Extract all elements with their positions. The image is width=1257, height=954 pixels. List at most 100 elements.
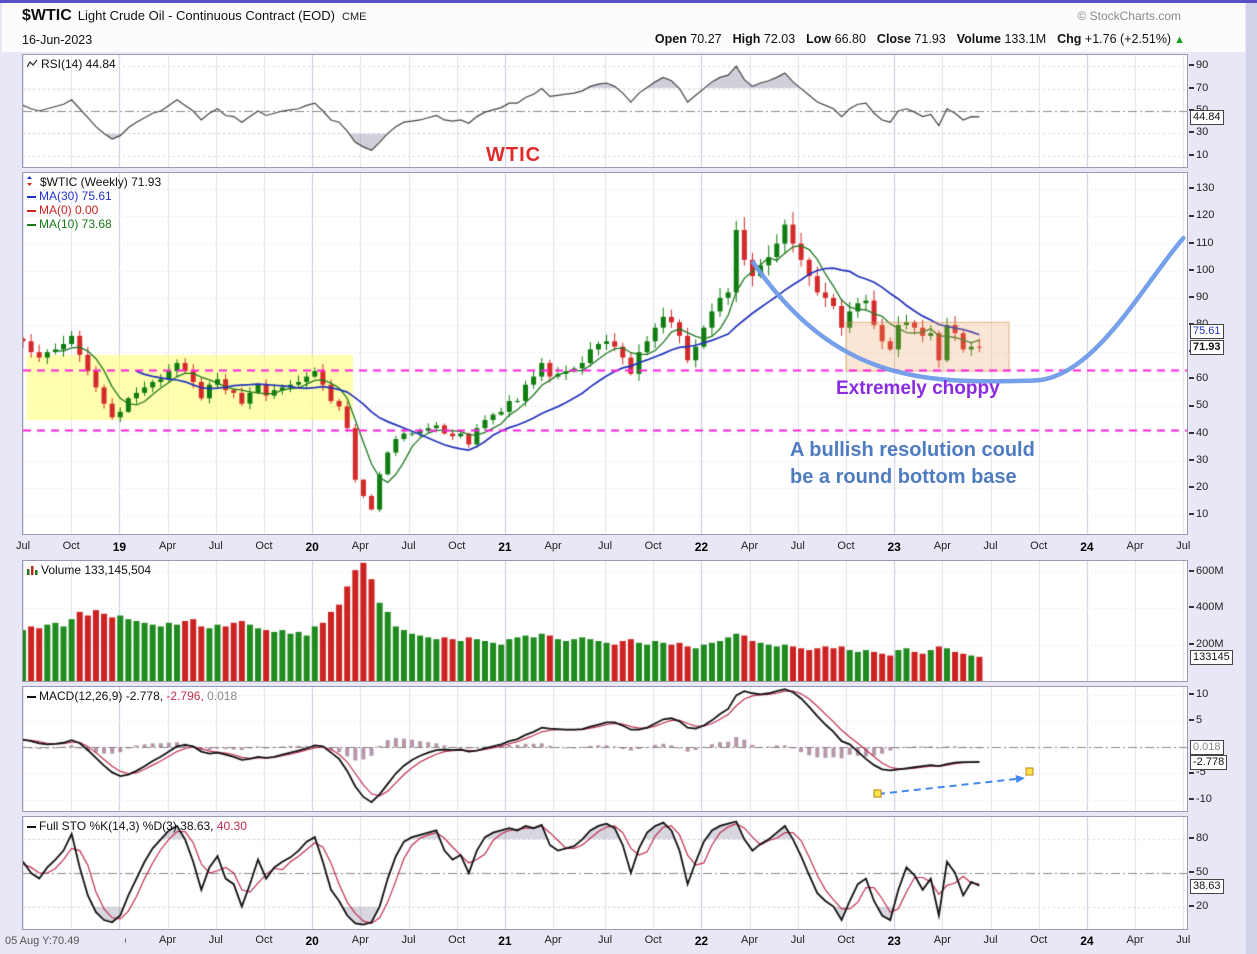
x-axis-bottom: JulOct19AprJulOct20AprJulOct21AprJulOct2… [0,931,1245,951]
price-legend: $WTIC (Weekly) 71.93 MA(30) 75.61 MA(0) … [27,175,161,231]
rsi-legend-label: RSI(14) 44.84 [41,57,116,71]
axis-label: 90 [1189,59,1208,71]
axis-label: 600M [1189,565,1224,577]
axis-label: 20 [1189,481,1208,493]
line-chart-icon [26,58,38,72]
ma0-line-swatch [27,209,36,212]
chart-date: 16-Jun-2023 [22,33,93,47]
bar-chart-icon [27,564,38,578]
axis-label: 110 [1189,237,1214,249]
month-label: Apr [933,540,951,552]
month-label: 22 [694,540,709,554]
volume-canvas[interactable] [23,561,1187,681]
macd-legend: MACD(12,26,9) -2.778, -2.796, 0.018 [27,689,237,703]
axis-label: 10 [1189,508,1208,520]
quote-label: Volume [956,32,1001,46]
bullish-line2: be a round bottom base [790,466,1017,488]
sto-d-value: 40.30 [216,819,247,833]
quote-value: 66.80 [831,32,866,46]
sto-line-swatch [27,825,36,828]
month-label: 20 [305,540,319,554]
quote-label: High [732,32,761,46]
quote-value: 72.03 [760,32,796,46]
axis-label: 10 [1189,149,1208,161]
sto-k-value: 38.63, [180,819,214,833]
quote-label: Low [806,32,832,46]
month-label: Jul [597,934,613,946]
rsi-canvas[interactable] [23,55,1187,167]
value-tag: 133145 [1190,649,1233,665]
macd-value: -2.778, [125,689,164,703]
bullish-line1: A bullish resolution could [790,439,1035,461]
quote-value: 133.1M [1000,32,1047,46]
month-label: Oct [448,540,466,552]
month-label: Oct [837,934,855,946]
axis-label: 50 [1189,866,1208,878]
updown-arrows-icon [27,175,37,190]
month-label: Jul [401,934,416,946]
macd-line-swatch [27,695,36,698]
month-label: Apr [544,540,562,552]
axis-label: 30 [1189,454,1208,466]
month-label: Apr [933,934,951,946]
volume-legend: Volume 133,145,504 [27,563,151,578]
ma30-legend: MA(30) 75.61 [39,189,112,203]
sto-legend: Full STO %K(14,3) %D(3) 38.63, 40.30 [27,819,247,833]
window-top-border [0,0,1257,3]
axis-label: 120 [1189,209,1214,221]
month-label: Apr [1126,540,1144,552]
axis-label: 400M [1189,601,1224,613]
symbol-label: $WTIC [22,7,72,24]
month-label: Jul [401,540,416,552]
rsi-legend: RSI(14) 44.84 [26,57,116,72]
exchange-label: CME [342,11,367,23]
month-label: Oct [255,934,273,946]
month-label: Apr [1126,934,1144,946]
macd-canvas[interactable] [23,687,1187,811]
chart-header: $WTIC Light Crude Oil - Continuous Contra… [2,3,1245,52]
month-label: Jul [597,540,613,552]
axis-label: 90 [1189,291,1208,303]
month-label: Jul [15,540,31,552]
month-label: Oct [1030,540,1048,552]
month-label: Jul [790,934,805,946]
quote-value: +1.76 (+2.51%) [1081,32,1172,46]
stochastics-canvas[interactable] [23,817,1187,929]
quote-row: Open 70.27 High 72.03 Low 66.80 Close 71.93… [644,32,1185,46]
month-label: Jul [208,540,223,552]
rsi-panel: RSI(14) 44.84 [22,54,1188,168]
axis-label: 40 [1189,427,1208,439]
crosshair-readout: 05 Aug Y:70.49 [2,933,125,952]
volume-panel: Volume 133,145,504 [22,560,1188,682]
month-label: Oct [644,540,662,552]
month-label: Apr [351,934,369,946]
sto-legend-name: Full STO %K(14,3) %D(3) [39,819,177,833]
axis-label: 200M [1189,638,1224,650]
macd-legend-name: MACD(12,26,9) [39,689,123,703]
stochastics-panel: Full STO %K(14,3) %D(3) 38.63, 40.30 [22,816,1188,930]
ma10-legend: MA(10) 73.68 [39,217,112,231]
value-tag: 0.018 [1190,740,1224,756]
axis-label: 50 [1189,399,1208,411]
axis-label: 30 [1189,126,1208,138]
month-label: 20 [305,934,319,948]
axis-label: 60 [1189,372,1208,384]
month-label: 23 [887,540,901,554]
stockcharts-branding: © StockCharts.com [1077,9,1181,23]
ma0-legend: MA(0) 0.00 [39,203,99,217]
window-right-edge [1246,0,1257,954]
month-label: Jul [1176,540,1191,552]
month-label: Jul [1176,934,1191,946]
ma10-line-swatch [27,223,36,226]
month-label: 24 [1080,934,1094,948]
quote-label: Open [654,32,687,46]
axis-label: 80 [1189,832,1208,844]
axis-label: 100 [1189,264,1214,276]
month-label: Apr [544,934,562,946]
bullish-text-annotation: A bullish resolution could be a round bo… [790,437,1035,491]
month-label: Oct [62,540,80,552]
axis-label: 20 [1189,900,1208,912]
instrument-title: Light Crude Oil - Continuous Contract (E… [77,8,335,23]
month-label: 22 [694,934,709,948]
